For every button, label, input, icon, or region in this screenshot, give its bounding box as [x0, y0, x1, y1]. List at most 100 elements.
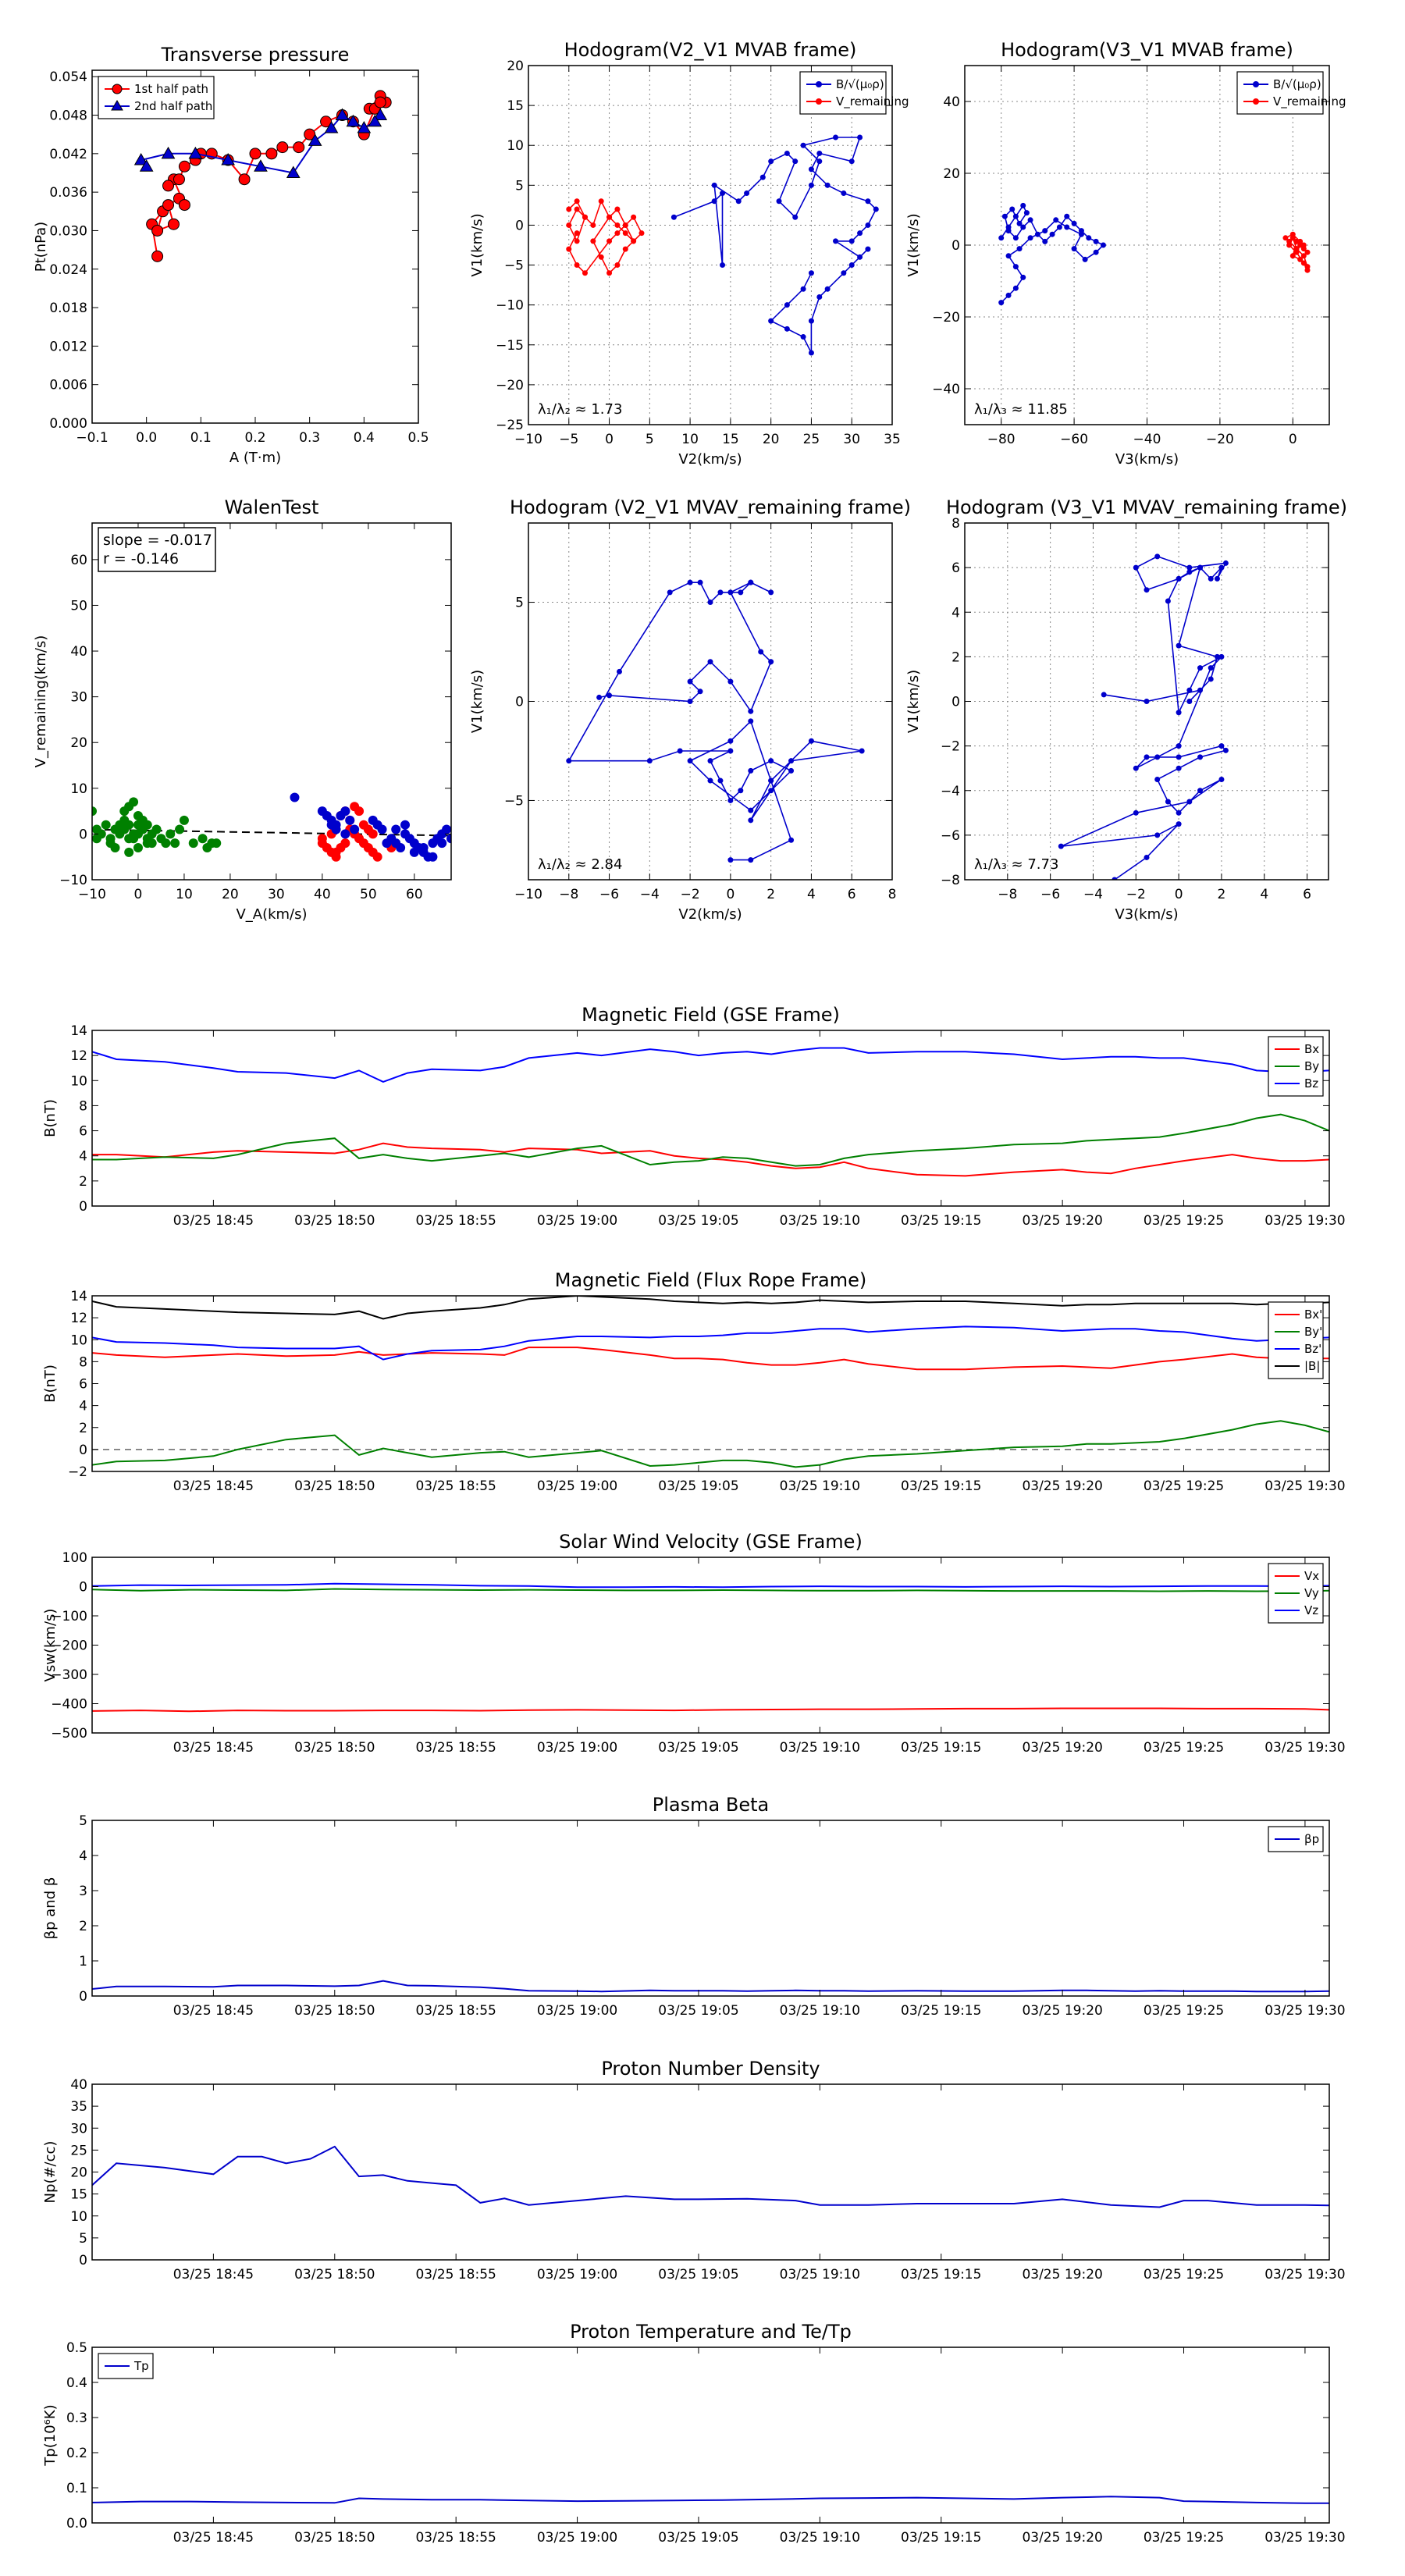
xtick-label: 03/25 18:55 [415, 1740, 496, 1756]
chart-tpk: Proton Temperature and Te/Tp 0.0 0.1 0.2 0.3… [42, 2321, 1346, 2546]
xtick-label: 03/25 19:20 [1022, 2003, 1102, 2019]
data-point [1012, 235, 1019, 241]
data-point [168, 218, 180, 230]
ytick-label: 0 [79, 1199, 87, 1215]
data-point [1144, 699, 1150, 704]
data-point [326, 820, 336, 830]
xtick-label: 03/25 19:20 [1022, 1478, 1102, 1494]
data-point [1012, 264, 1019, 270]
data-point [265, 148, 278, 160]
data-point [622, 222, 628, 228]
xtick-label: 0.4 [354, 430, 375, 446]
data-point [816, 294, 823, 300]
ytick-label: 6 [79, 1377, 87, 1393]
data-point [848, 238, 855, 244]
ytick-label: 10 [70, 781, 87, 797]
data-point [1071, 220, 1077, 226]
ytick-label: 10 [70, 1073, 87, 1089]
data-point [748, 708, 754, 714]
data-point [442, 824, 451, 834]
data-point [346, 114, 361, 127]
data-point [115, 824, 125, 834]
xtick-label: 03/25 18:45 [173, 1478, 254, 1494]
data-point [998, 300, 1005, 306]
data-point [865, 246, 871, 252]
xtick-label: −10 [514, 432, 542, 447]
chart-title: Hodogram (V2_V1 MVAV_remaining frame) [510, 496, 911, 518]
data-point [865, 222, 871, 228]
data-point [1020, 274, 1026, 280]
data-point [768, 758, 774, 764]
xtick-label: 0 [726, 887, 735, 902]
data-point [1144, 587, 1150, 593]
data-point [744, 190, 750, 197]
xtick-label: 03/25 19:30 [1264, 1740, 1345, 1756]
xtick-label: 03/25 18:45 [173, 2267, 254, 2282]
data-point [1112, 877, 1118, 880]
ytick-label: 0 [951, 695, 960, 710]
ytick-label: 5 [79, 2231, 87, 2247]
data-point [788, 837, 795, 843]
data-point [848, 262, 855, 269]
xtick-label: 6 [848, 887, 856, 902]
ytick-label: −5 [504, 258, 524, 274]
data-point [1093, 249, 1099, 255]
data-point [129, 797, 139, 807]
data-point [1144, 854, 1150, 860]
data-point [720, 190, 726, 197]
data-point [748, 767, 754, 774]
xtick-label: 03/25 18:50 [294, 2530, 375, 2546]
data-point [1100, 242, 1106, 248]
xtick-label: 03/25 19:20 [1022, 2530, 1102, 2546]
chart-title: WalenTest [225, 496, 319, 518]
series-line-0 [567, 582, 863, 861]
data-point [738, 589, 744, 596]
ytick-label: 0.036 [49, 185, 87, 201]
xtick-label: 60 [406, 887, 423, 902]
plot-area [92, 2145, 1329, 2208]
ytick-label: 6 [951, 560, 960, 576]
ytick-label: 0 [79, 2253, 87, 2268]
ytick-label: 8 [79, 1354, 87, 1370]
data-point [290, 792, 300, 802]
data-point [670, 214, 677, 220]
xtick-label: 03/25 19:30 [1264, 1478, 1345, 1494]
data-point [792, 214, 799, 220]
data-point [631, 238, 637, 244]
data-point [372, 852, 382, 862]
data-point [574, 238, 580, 244]
ytick-label: 0.042 [49, 147, 87, 162]
legend-label: Bx' [1304, 1308, 1322, 1322]
data-point [165, 829, 176, 839]
y-axis-label: Pt(nPa) [33, 222, 49, 272]
data-point [711, 198, 717, 205]
data-point [161, 838, 171, 849]
ytick-label: 60 [70, 553, 87, 568]
xtick-label: 20 [763, 432, 780, 447]
xtick-label: 30 [843, 432, 860, 447]
ytick-label: 14 [70, 1023, 87, 1039]
data-point [1289, 253, 1296, 259]
series-line-0 [92, 1347, 1329, 1371]
data-point [179, 815, 189, 825]
data-point [808, 270, 814, 276]
data-point [622, 246, 628, 252]
xtick-label: 25 [803, 432, 820, 447]
data-point [1218, 564, 1225, 571]
data-point [833, 134, 839, 141]
data-point [368, 114, 382, 127]
data-point [335, 108, 350, 121]
chart-title: Proton Temperature and Te/Tp [570, 2321, 852, 2343]
ytick-label: −2 [941, 739, 960, 755]
series-line-2 [92, 1325, 1329, 1361]
data-point [1012, 285, 1019, 291]
data-point [590, 238, 596, 244]
data-point [590, 222, 596, 228]
y-axis-label: Tp(10⁶K) [42, 2404, 59, 2466]
legend-label: Tp [133, 2359, 149, 2373]
xtick-label: 03/25 18:45 [173, 2003, 254, 2019]
ytick-label: −10 [59, 873, 87, 888]
chart-h31r: Hodogram (V3_V1 MVAV_remaining frame) −8 −… [905, 496, 1347, 923]
ytick-label: 100 [62, 1550, 87, 1566]
chart-vsw: Solar Wind Velocity (GSE Frame) −500 −400 −… [42, 1531, 1346, 1756]
